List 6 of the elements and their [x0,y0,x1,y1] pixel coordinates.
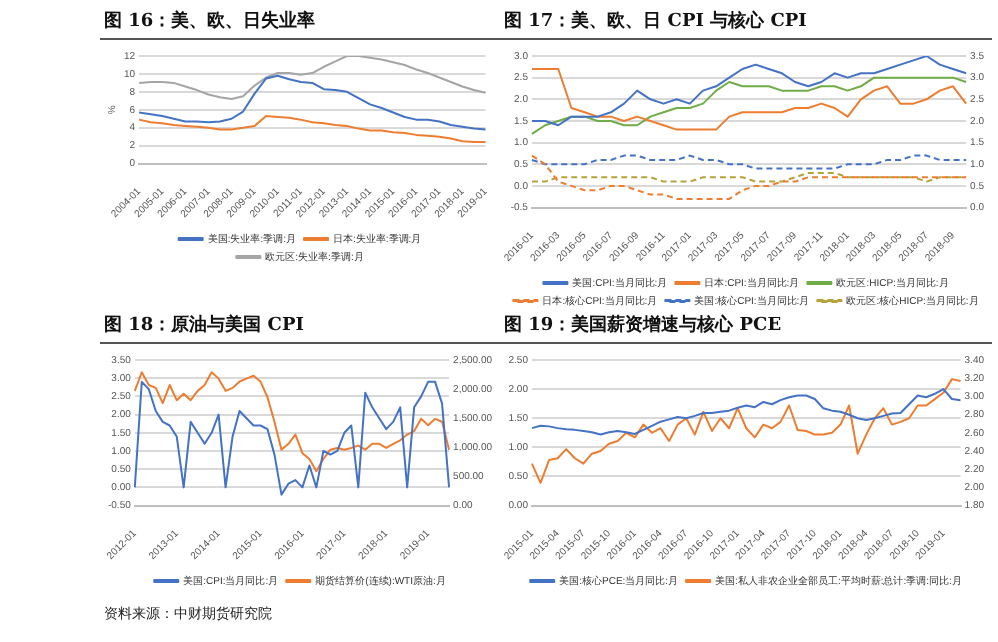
chart-title: 图 19：美国薪资增速与核心 PCE [500,312,992,344]
line-series [530,154,968,170]
line-series [530,154,968,200]
chart-title: 图 18：原油与美国 CPI [100,312,500,344]
chart-title: 图 16：美、欧、日失业率 [100,8,500,40]
chart-title: 图 17：美、欧、日 CPI 与核心 CPI [500,8,992,40]
